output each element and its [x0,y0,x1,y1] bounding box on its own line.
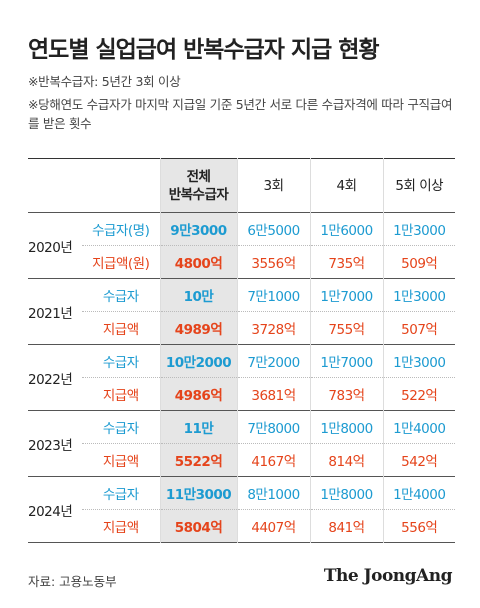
cell: 7만8000 [236,410,310,444]
year-label: 2020년 [28,239,73,256]
cell: 6만5000 [236,212,310,246]
header-empty [28,159,82,213]
cell: 1만3000 [382,278,455,312]
cell: 7만1000 [236,278,310,312]
cell: 8만1000 [236,476,310,510]
row-label: 지급액 [102,322,139,338]
header-row: 전체 반복수급자 3회 4회 5회 이상 [28,158,455,213]
cell: 4989억 [159,311,237,345]
source: 자료: 고용노동부 [28,574,117,589]
row-label: 수급자 [102,355,139,371]
row-label: 수급자 [102,487,139,503]
table-row: 지급액 4986억 3681억 783억 522억 [28,377,455,411]
table-row: 2020년 수급자(명) 9만3000 6만5000 1만6000 1만3000 [28,212,455,256]
brand: The JoongAng [323,566,453,586]
cell: 556억 [382,509,455,543]
cell: 10만 [159,278,237,312]
row-label: 수급자 [102,421,139,437]
table-row: 2021년 수급자 10만 7만1000 1만7000 1만3000 [28,278,455,322]
cell: 4407억 [236,509,310,543]
table-header: 전체 반복수급자 3회 4회 5회 이상 [28,158,455,213]
cell: 814억 [309,443,383,477]
cell: 1만4000 [382,410,455,444]
table-row: 2023년 수급자 11만 7만8000 1만8000 1만4000 [28,410,455,454]
cell: 542억 [382,443,455,477]
column-header: 전체 반복수급자 [159,158,237,213]
cell: 841억 [309,509,383,543]
cell: 1만6000 [309,212,383,246]
note: ※당해연도 수급자가 마지막 지급일 기준 5년간 서로 다른 수급자격에 따라… [28,97,453,131]
table-row: 지급액 5804억 4407억 841억 556억 [28,509,455,543]
table-row: 지급액(원) 4800억 3556억 735억 509억 [28,245,455,279]
column-header: 4회 [309,158,383,213]
note: ※반복수급자: 5년간 3회 이상 [28,74,181,89]
data-table: 전체 반복수급자 3회 4회 5회 이상 2020년 수급자(명) 9만3000 6만500… [28,158,455,543]
row-label: 지급액 [102,520,139,536]
cell: 5522억 [159,443,237,477]
table-row: 지급액 4989억 3728억 755억 507억 [28,311,455,345]
cell: 1만4000 [382,476,455,510]
cell: 509억 [382,245,455,279]
row-label: 지급액 [102,454,139,470]
cell: 522억 [382,377,455,411]
year-group: 2021년 수급자 10만 7만1000 1만7000 1만3000 지급액 4989억 372… [28,278,455,345]
title: 연도별 실업급여 반복수급자 지급 현황 [28,37,380,63]
year-group: 2022년 수급자 10만2000 7만2000 1만7000 1만3000 지급액 4986… [28,344,455,411]
column-header: 3회 [236,158,310,213]
year-label: 2021년 [28,305,73,322]
table-row: 2022년 수급자 10만2000 7만2000 1만7000 1만3000 [28,344,455,388]
cell: 1만8000 [309,476,383,510]
cell: 7만2000 [236,344,310,378]
cell: 783억 [309,377,383,411]
table-row: 지급액 5522억 4167억 814억 542억 [28,443,455,477]
cell: 4986억 [159,377,237,411]
cell: 11만 [159,410,237,444]
column-header: 5회 이상 [382,158,455,213]
cell: 4167억 [236,443,310,477]
cell: 5804억 [159,509,237,543]
year-group: 2024년 수급자 11만3000 8만1000 1만8000 1만4000 지급액 5804… [28,476,455,543]
year-label: 2022년 [28,371,73,388]
cell: 755억 [309,311,383,345]
year-label: 2024년 [28,503,73,520]
year-label: 2023년 [28,437,73,454]
year-group: 2020년 수급자(명) 9만3000 6만5000 1만6000 1만3000 지급액(원… [28,212,455,279]
cell: 3556억 [236,245,310,279]
year-group: 2023년 수급자 11만 7만8000 1만8000 1만4000 지급액 5522억 416… [28,410,455,477]
cell: 507억 [382,311,455,345]
cell: 3728억 [236,311,310,345]
cell: 1만7000 [309,344,383,378]
row-label: 수급자(명) [92,223,150,239]
cell: 1만7000 [309,278,383,312]
row-label: 수급자 [102,289,139,305]
cell: 4800억 [159,245,237,279]
header-empty [82,159,160,213]
table-row: 2024년 수급자 11만3000 8만1000 1만8000 1만4000 [28,476,455,520]
cell: 1만8000 [309,410,383,444]
cell: 3681억 [236,377,310,411]
cell: 9만3000 [159,212,237,246]
row-label: 지급액 [102,388,139,404]
cell: 11만3000 [159,476,237,510]
cell: 735억 [309,245,383,279]
cell: 10만2000 [159,344,237,378]
cell: 1만3000 [382,344,455,378]
row-label: 지급액(원) [92,256,150,272]
cell: 1만3000 [382,212,455,246]
